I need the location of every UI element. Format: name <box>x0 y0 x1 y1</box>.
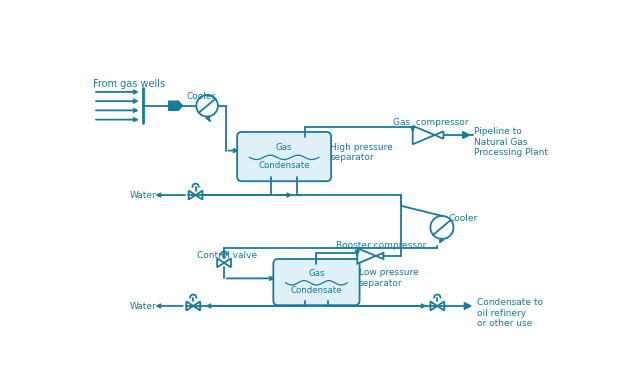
Text: Condensate: Condensate <box>291 286 342 295</box>
Text: Water: Water <box>129 191 156 200</box>
Polygon shape <box>431 301 437 311</box>
Text: Cooler: Cooler <box>186 92 216 101</box>
Text: Condensate: Condensate <box>259 161 310 170</box>
Polygon shape <box>189 191 196 199</box>
FancyBboxPatch shape <box>237 132 331 181</box>
FancyBboxPatch shape <box>273 259 360 305</box>
Polygon shape <box>217 258 224 267</box>
Text: Condensate to
oil refinery
or other use: Condensate to oil refinery or other use <box>477 298 543 328</box>
Text: Low pressure
separator: Low pressure separator <box>359 268 419 288</box>
Text: High pressure
separator: High pressure separator <box>330 143 393 162</box>
Polygon shape <box>168 101 182 110</box>
Polygon shape <box>357 248 383 263</box>
Polygon shape <box>464 302 471 309</box>
Text: From gas wells: From gas wells <box>93 79 165 89</box>
Polygon shape <box>186 301 193 311</box>
Text: Gas: Gas <box>276 143 292 152</box>
Text: Booster compressor: Booster compressor <box>336 241 426 250</box>
Polygon shape <box>196 191 202 199</box>
Text: Water: Water <box>129 302 156 311</box>
Polygon shape <box>193 301 200 311</box>
Polygon shape <box>224 258 231 267</box>
Text: Gas  compressor: Gas compressor <box>394 118 469 127</box>
Text: Pipeline to
Natural Gas
Processing Plant: Pipeline to Natural Gas Processing Plant <box>474 127 548 157</box>
Polygon shape <box>413 126 444 144</box>
Polygon shape <box>463 132 470 138</box>
Text: Control valve: Control valve <box>197 251 257 259</box>
Text: Cooler: Cooler <box>448 213 477 223</box>
Polygon shape <box>437 301 444 311</box>
Text: Gas: Gas <box>308 269 324 279</box>
